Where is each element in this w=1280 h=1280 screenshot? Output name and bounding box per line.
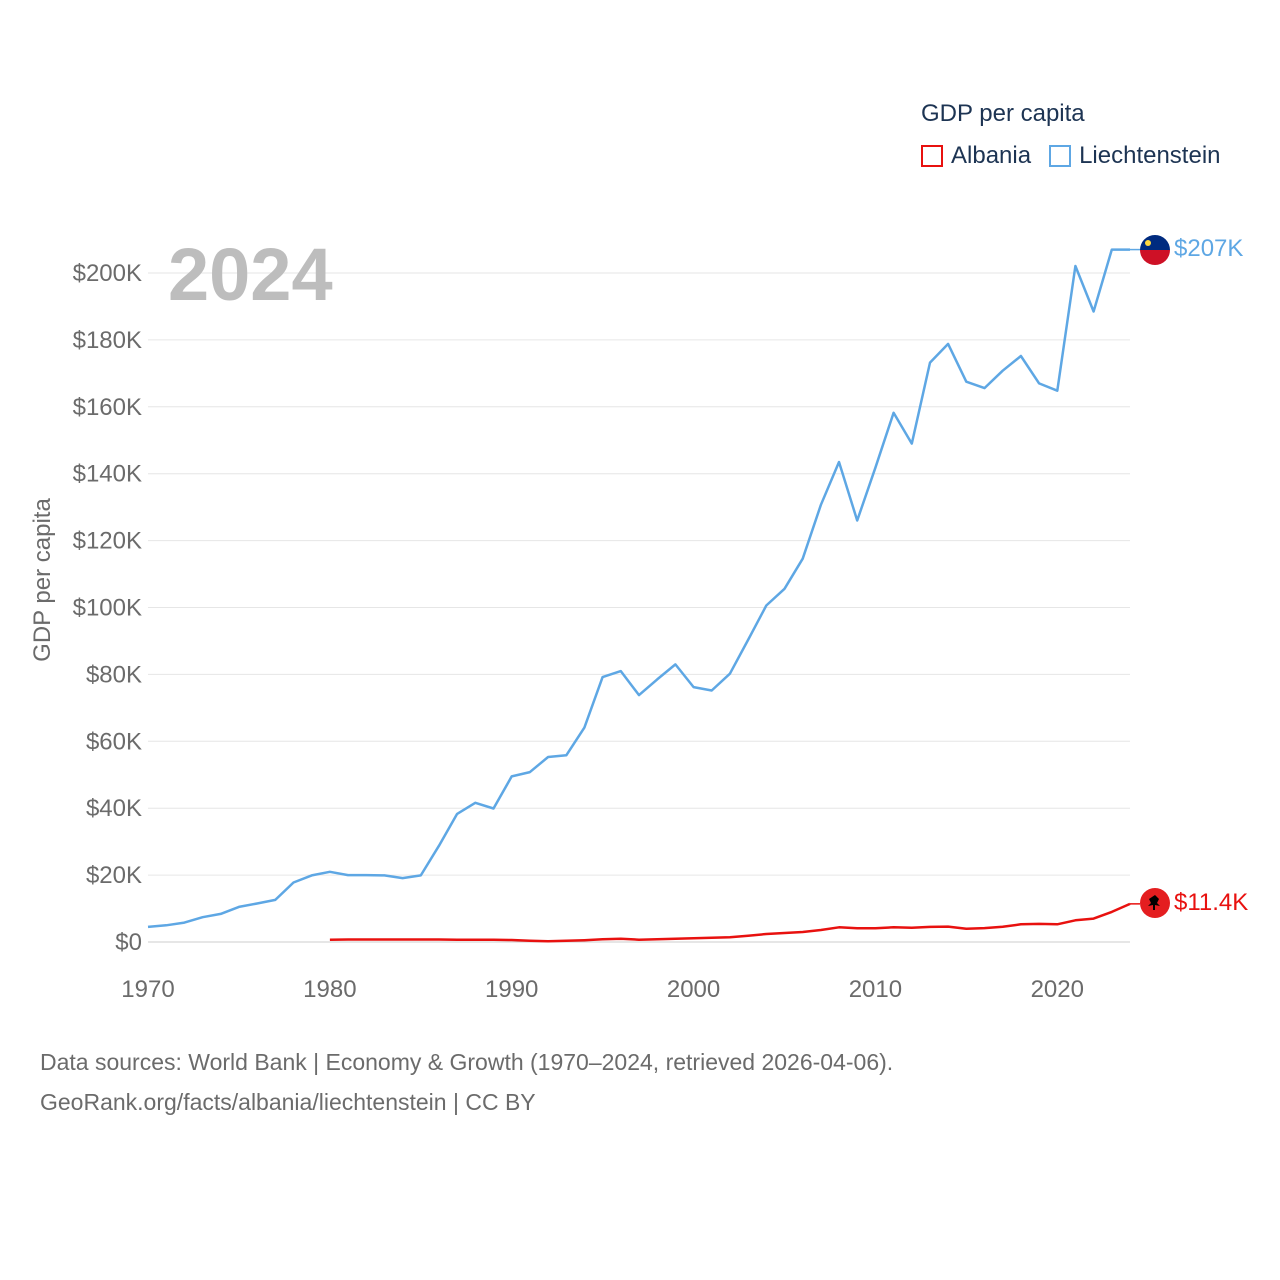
footer-link[interactable]: GeoRank.org/facts/albania/liechtenstein …	[40, 1089, 536, 1115]
x-tick-label: 2000	[667, 976, 720, 1003]
y-axis-label: GDP per capita	[29, 498, 56, 662]
legend-label-albania: Albania	[951, 142, 1032, 169]
legend: Albania Liechtenstein	[921, 142, 1239, 170]
legend-swatch-albania	[921, 145, 943, 167]
liechtenstein-flag-icon	[1140, 235, 1170, 265]
albania-end-label: $11.4K	[1174, 889, 1248, 916]
series-line-liechtenstein	[147, 248, 1130, 929]
legend-label-liechtenstein: Liechtenstein	[1079, 142, 1221, 169]
footer-sources: Data sources: World Bank | Economy & Gro…	[40, 1049, 894, 1075]
y-tick-label: $20K	[86, 862, 142, 889]
y-axis-ticks: $0 $20K $40K $60K $80K $100K $120K $140K $160K $1…	[73, 260, 142, 956]
y-tick-label: $100K	[73, 595, 142, 622]
y-tick-label: $180K	[73, 327, 142, 354]
x-axis-ticks: 1970 1980 1990 2000 2010 2020	[121, 976, 1084, 1003]
legend-item-albania[interactable]: Albania	[921, 142, 1031, 170]
y-tick-label: $200K	[73, 260, 142, 287]
x-tick-label: 2010	[849, 976, 902, 1003]
x-tick-label: 1980	[303, 976, 356, 1003]
y-tick-label: $160K	[73, 394, 142, 421]
liechtenstein-end-label: $207K	[1174, 235, 1243, 262]
grid-lines	[148, 272, 1130, 943]
series-line-albania	[329, 902, 1131, 943]
y-tick-label: $40K	[86, 795, 142, 822]
y-tick-label: $0	[115, 929, 142, 956]
x-tick-label: 1990	[485, 976, 538, 1003]
y-tick-label: $60K	[86, 728, 142, 755]
legend-swatch-liechtenstein	[1049, 145, 1072, 167]
year-label: 2024	[168, 233, 333, 316]
legend-item-liechtenstein[interactable]: Liechtenstein	[1049, 142, 1221, 170]
legend-title: GDP per capita	[921, 100, 1085, 127]
y-tick-label: $140K	[73, 461, 142, 488]
y-tick-label: $120K	[73, 528, 142, 555]
albania-flag-icon	[1140, 888, 1170, 918]
series-lines	[147, 248, 1140, 943]
y-tick-label: $80K	[86, 661, 142, 688]
x-tick-label: 1970	[121, 976, 174, 1003]
x-tick-label: 2020	[1031, 976, 1084, 1003]
footer: Data sources: World Bank | Economy & Gro…	[40, 1042, 893, 1122]
